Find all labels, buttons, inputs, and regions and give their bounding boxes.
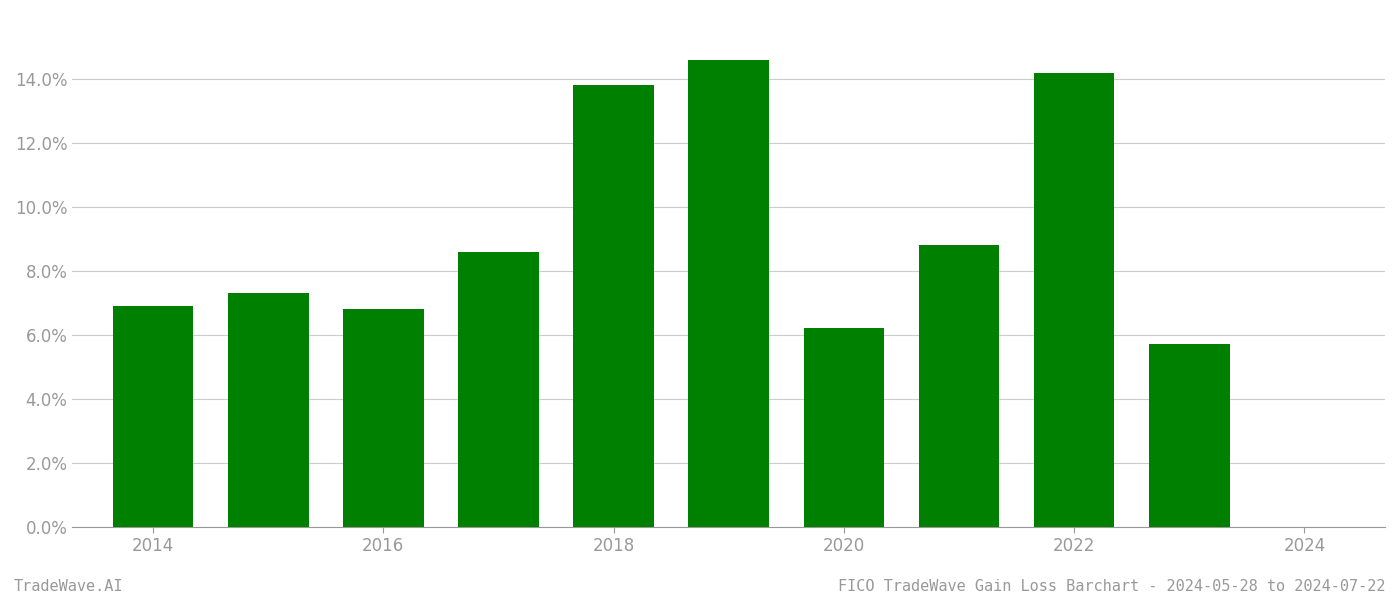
Text: TradeWave.AI: TradeWave.AI [14,579,123,594]
Bar [804,328,885,527]
Text: FICO TradeWave Gain Loss Barchart - 2024-05-28 to 2024-07-22: FICO TradeWave Gain Loss Barchart - 2024… [839,579,1386,594]
Bar [343,309,424,527]
Bar [458,251,539,527]
Bar [689,60,769,527]
Bar [1033,73,1114,527]
Bar [228,293,308,527]
Bar [918,245,1000,527]
Bar [574,85,654,527]
Bar [1149,344,1229,527]
Bar [113,306,193,527]
